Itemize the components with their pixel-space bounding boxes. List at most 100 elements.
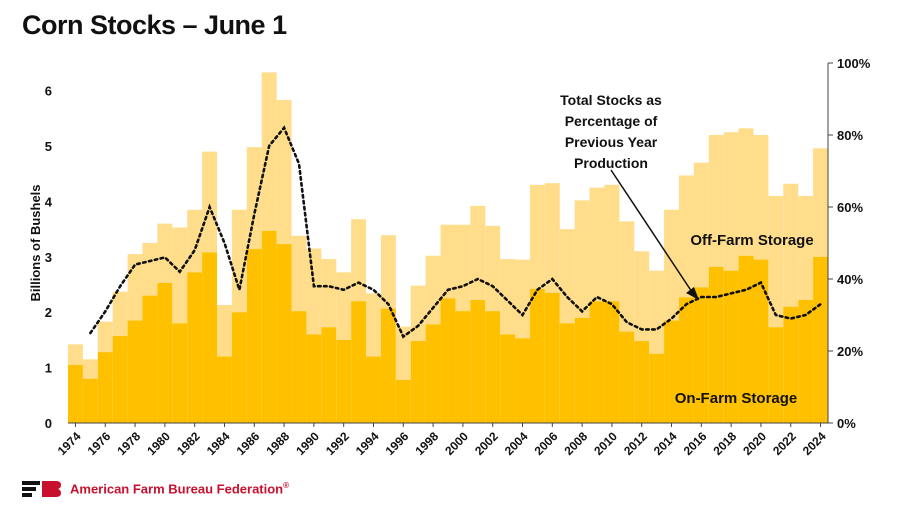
- on-farm-bar-1989: [291, 311, 307, 423]
- off-farm-bar-2011: [619, 221, 635, 332]
- bars-group: [68, 72, 828, 423]
- on-farm-bar-1996: [395, 379, 411, 423]
- on-farm-bar-2017: [708, 266, 724, 423]
- x-tick-label: 1994: [353, 429, 382, 458]
- on-farm-bar-1990: [306, 334, 322, 423]
- off-farm-bar-1988: [276, 100, 292, 245]
- y-tick-label: 1: [45, 361, 52, 376]
- axes-group: [68, 62, 833, 427]
- annotation-arrow-head: [686, 287, 699, 300]
- off-farm-bar-1996: [395, 326, 411, 380]
- off-farm-bar-1975: [82, 359, 98, 379]
- y-tick-label: 6: [45, 84, 52, 99]
- y-tick-label: 5: [45, 139, 52, 154]
- off-farm-bar-1989: [291, 235, 307, 312]
- on-farm-bar-1983: [202, 252, 218, 423]
- x-tick-label: 2014: [651, 429, 680, 458]
- y-tick-label: 3: [45, 250, 52, 265]
- annotation-line: Previous Year: [565, 134, 658, 150]
- on-farm-bar-1993: [351, 301, 367, 423]
- x-tick-label: 1976: [85, 429, 114, 458]
- off-farm-bar-1986: [246, 147, 262, 250]
- on-farm-bar-1982: [187, 272, 203, 423]
- x-tick-label: 2012: [621, 429, 650, 458]
- off-farm-bar-1995: [380, 235, 396, 309]
- annotation-line: Total Stocks as: [560, 92, 662, 108]
- y2-tick-label: 80%: [837, 128, 863, 143]
- off-farm-bar-1982: [187, 209, 203, 273]
- chart-title: Corn Stocks – June 1: [22, 10, 287, 40]
- off-farm-bar-2008: [574, 200, 590, 318]
- on-farm-bar-2021: [768, 327, 784, 423]
- on-farm-bar-2023: [798, 300, 814, 423]
- off-farm-bar-1981: [172, 227, 188, 324]
- on-farm-bar-1978: [127, 320, 143, 423]
- off-farm-bar-2007: [559, 229, 575, 324]
- x-tick-label: 1996: [383, 429, 412, 458]
- y-tick-label: 0: [45, 416, 52, 431]
- x-tick-label: 1982: [174, 429, 203, 458]
- off-farm-bar-1980: [157, 223, 173, 283]
- off-farm-bar-2018: [723, 132, 739, 271]
- off-farm-bar-2010: [604, 184, 620, 302]
- y2-tick-label: 0%: [837, 416, 856, 431]
- off-farm-bar-2003: [500, 259, 516, 335]
- on-farm-bar-1992: [336, 339, 352, 423]
- on-farm-bar-1997: [410, 341, 426, 423]
- off-farm-bar-2014: [664, 209, 679, 321]
- x-tick-label: 2000: [442, 429, 471, 458]
- on-farm-bar-1976: [97, 352, 113, 423]
- off-farm-bar-2015: [678, 175, 694, 298]
- on-farm-bar-2000: [455, 311, 471, 423]
- x-tick-label: 1978: [114, 429, 143, 458]
- on-farm-bar-2013: [649, 353, 665, 423]
- on-farm-bar-1988: [276, 244, 292, 423]
- percentage-line: [89, 125, 822, 339]
- off-farm-label: Off-Farm Storage: [690, 232, 813, 249]
- on-farm-bar-2015: [678, 297, 694, 423]
- afbf-logo-icon: [22, 481, 61, 497]
- off-farm-bar-1984: [217, 305, 232, 357]
- y2-tick-label: 60%: [837, 200, 863, 215]
- x-tick-label: 2004: [502, 429, 531, 458]
- on-farm-bar-2001: [470, 300, 486, 423]
- y-tick-label: 2: [45, 305, 52, 320]
- y2-tick-label: 20%: [837, 344, 863, 359]
- on-farm-bar-2009: [589, 301, 605, 423]
- off-farm-bar-1994: [366, 293, 381, 357]
- on-farm-bar-2011: [619, 331, 635, 423]
- on-farm-bar-2007: [559, 323, 575, 423]
- on-farm-bar-2019: [738, 255, 754, 423]
- annotation-line: Production: [574, 155, 648, 171]
- annotation-arrow-line: [610, 169, 693, 293]
- on-farm-bar-1975: [82, 378, 98, 423]
- on-farm-bar-1985: [231, 312, 247, 423]
- x-tick-label: 2010: [591, 429, 620, 458]
- on-farm-bar-1987: [261, 230, 277, 423]
- off-farm-bar-2012: [634, 251, 650, 342]
- on-farm-bar-2008: [574, 317, 590, 423]
- on-farm-bar-2006: [544, 292, 560, 423]
- on-farm-bar-1995: [380, 308, 396, 423]
- y2-tick-label: 100%: [837, 56, 871, 71]
- on-farm-bar-2020: [753, 259, 769, 423]
- organization-name: American Farm Bureau Federation®: [70, 481, 290, 497]
- percentage-line-group: [89, 125, 822, 339]
- x-tick-label: 1988: [263, 429, 292, 458]
- on-farm-bar-1994: [366, 356, 381, 423]
- on-farm-bar-2024: [813, 256, 828, 423]
- on-farm-bar-2005: [529, 288, 545, 423]
- off-farm-bar-1999: [440, 224, 456, 299]
- off-farm-bar-1985: [231, 209, 247, 313]
- on-farm-bar-1986: [246, 249, 262, 423]
- off-farm-bar-1974: [68, 344, 83, 365]
- footer: American Farm Bureau Federation®: [22, 478, 289, 500]
- off-farm-bar-1976: [97, 321, 113, 353]
- off-farm-bar-1990: [306, 248, 322, 335]
- y-axis-label: Billions of Bushels: [28, 184, 43, 301]
- on-farm-bar-1979: [142, 295, 158, 423]
- on-farm-bar-1977: [112, 336, 128, 423]
- off-farm-bar-1983: [202, 151, 218, 253]
- on-farm-bar-1998: [425, 324, 441, 423]
